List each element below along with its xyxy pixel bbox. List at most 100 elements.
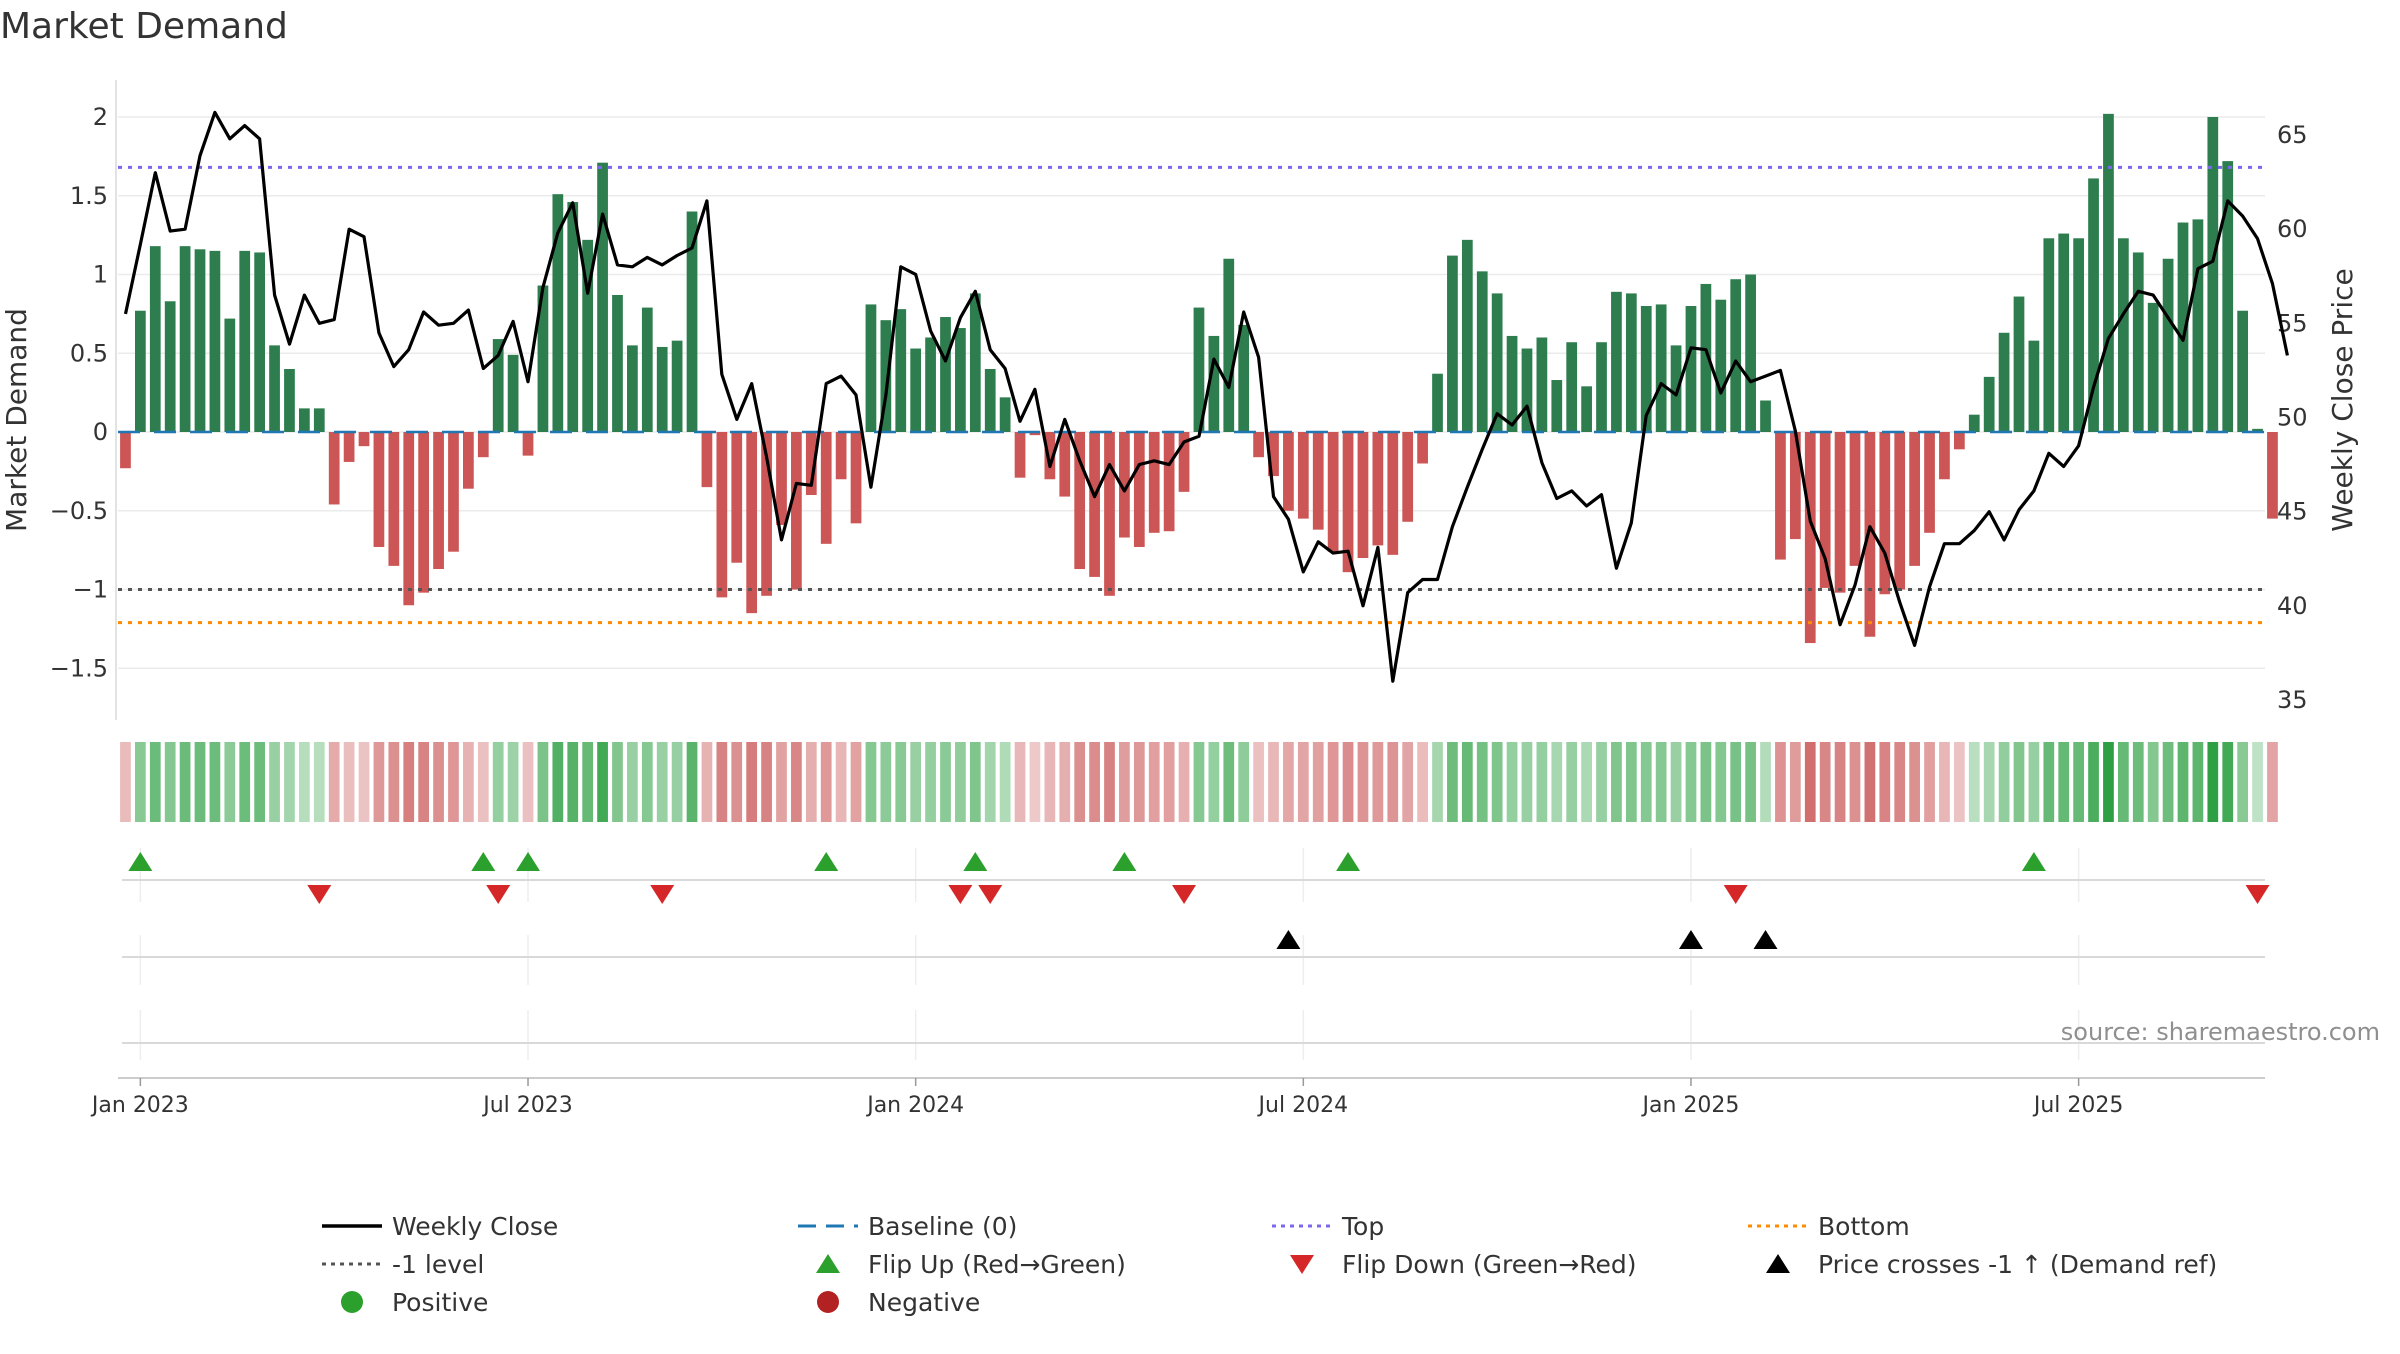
y-tick-label: 2 (93, 103, 108, 131)
demand-bar (820, 432, 832, 544)
y-tick-label: −1 (73, 576, 108, 604)
heat-strip-cell (1700, 742, 1712, 822)
heat-strip-cell (209, 742, 221, 822)
demand-bar (1238, 324, 1250, 432)
demand-bar (418, 432, 430, 593)
heat-strip-cell (1775, 742, 1786, 822)
demand-bar (686, 211, 698, 432)
heat-strip-cell (328, 742, 340, 822)
y-tick-label: 1.5 (70, 182, 108, 210)
heat-strip-cell (239, 742, 251, 822)
legend-label: -1 level (392, 1250, 484, 1279)
demand-bar (984, 369, 996, 432)
heat-strip-cell (2013, 742, 2025, 822)
demand-bar (1685, 306, 1697, 432)
demand-bar (2177, 222, 2189, 432)
demand-bar (403, 432, 415, 606)
heat-strip-cell (1089, 742, 1100, 822)
heat-strip-cell (313, 742, 325, 822)
demand-bar (1700, 283, 1712, 432)
heat-strip-cell (254, 742, 266, 822)
heat-strip-cell (1789, 742, 1801, 822)
heat-strip-cell (134, 742, 146, 822)
legend-symbol (1766, 1254, 1790, 1273)
demand-bar (507, 354, 519, 432)
heat-strip-cell (2088, 742, 2099, 822)
heat-strip-cell (582, 742, 594, 822)
flip-up-marker (1112, 852, 1137, 871)
heat-strip-cell (1924, 742, 1935, 822)
heat-strip-cell (1297, 742, 1309, 822)
heat-strip-cell (999, 742, 1011, 822)
heat-strip-cell (1447, 742, 1458, 822)
y-tick-label: 0 (93, 418, 108, 446)
heat-strip-cell (1625, 742, 1637, 822)
source-label: source: sharemaestro.com (2061, 1018, 2380, 1046)
y-tick-label: −1.5 (50, 654, 108, 682)
heat-strip-cell (2267, 742, 2278, 822)
demand-bar (2013, 296, 2025, 432)
heat-strip-cell (477, 742, 489, 822)
heat-strip-cell (149, 742, 161, 822)
demand-bar (522, 432, 534, 456)
heat-strip-cell (1640, 742, 1652, 822)
demand-bar (1133, 432, 1145, 547)
demand-bar (805, 432, 817, 495)
flip-down-marker (1172, 885, 1197, 904)
flip-down-marker (2245, 885, 2270, 904)
heat-strip-cell (955, 742, 966, 822)
heat-strip-cell (1655, 742, 1667, 822)
x-tick-label: Jul 2024 (1257, 1093, 1349, 1118)
heat-strip-cell (2222, 742, 2234, 822)
heat-strip-cell (1104, 742, 1115, 822)
legend-label: Positive (392, 1288, 488, 1317)
heat-strip-cell (671, 742, 683, 822)
price-cross-marker (1753, 930, 1778, 949)
demand-bar (179, 246, 191, 432)
demand-bar (2207, 117, 2219, 432)
heat-strip-cell (1611, 742, 1622, 822)
heat-strip-cell (1432, 742, 1443, 822)
heat-strip-cell (686, 742, 698, 822)
heat-strip-cell (1879, 742, 1891, 822)
demand-bar (1253, 432, 1264, 458)
heat-strip-cell (969, 742, 981, 822)
heat-strip-cell (299, 742, 310, 822)
demand-bar (2073, 238, 2084, 432)
heat-strip-cell (507, 742, 519, 822)
demand-bar (537, 285, 549, 432)
heat-strip-cell (1476, 742, 1488, 822)
legend-symbol (817, 1291, 839, 1313)
demand-bar (850, 432, 862, 524)
flip-down-marker (948, 885, 973, 904)
demand-bar (343, 432, 355, 462)
demand-bar (1387, 432, 1399, 555)
heat-strip-cell (776, 742, 787, 822)
heat-strip-cell (492, 742, 504, 822)
flip-up-marker (2021, 852, 2046, 871)
heat-strip-cell (403, 742, 415, 822)
flip-down-marker (650, 885, 675, 904)
demand-bar (731, 432, 743, 563)
demand-bar (1924, 432, 1935, 533)
y-tick-label: −0.5 (50, 497, 108, 525)
heat-strip-cell (1402, 742, 1414, 822)
legend-label: Negative (868, 1288, 980, 1317)
demand-bar (895, 309, 907, 432)
demand-bar (1670, 345, 1682, 432)
flip-up-marker (516, 852, 541, 871)
demand-bar (1640, 306, 1652, 432)
legend-label: Top (1341, 1212, 1384, 1241)
demand-bar (1447, 255, 1458, 432)
demand-bar (1894, 432, 1906, 590)
heat-strip-cell (835, 742, 847, 822)
legend-label: Flip Down (Green→Red) (1342, 1250, 1637, 1279)
heat-strip-cell (224, 742, 236, 822)
demand-bar (1775, 432, 1786, 560)
heat-strip-cell (984, 742, 996, 822)
demand-bar (1357, 432, 1369, 558)
heat-strip-cell (1894, 742, 1906, 822)
demand-bar (149, 246, 161, 432)
demand-bar (641, 307, 653, 432)
demand-bar (239, 250, 251, 432)
